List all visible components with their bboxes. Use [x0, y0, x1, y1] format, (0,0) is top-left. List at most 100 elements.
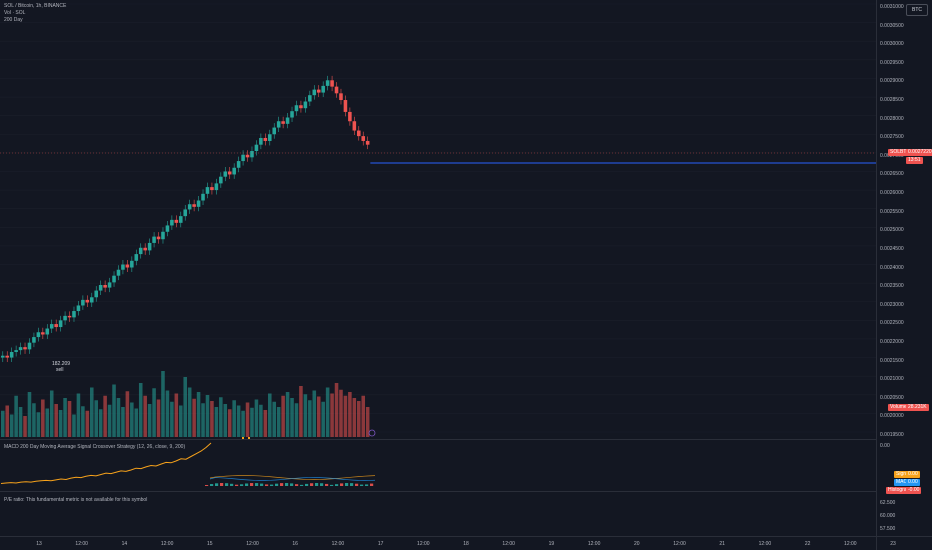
candle-body	[276, 121, 281, 128]
histogram-bar	[300, 484, 304, 486]
volume-bar	[334, 383, 339, 437]
candle-body	[116, 269, 121, 276]
histogram-bar	[340, 483, 344, 486]
price-axis-label: 0.0031000	[880, 4, 904, 10]
candle-body	[245, 154, 250, 158]
volume-bar	[294, 403, 299, 437]
volume-bar	[361, 395, 366, 437]
volume-bar	[81, 406, 85, 437]
time-axis-label: 14	[121, 541, 128, 547]
macd-panel-divider[interactable]	[0, 439, 876, 440]
signal-tag-value: 0.00	[906, 471, 920, 478]
volume-bar	[214, 407, 219, 437]
volume-bar	[183, 377, 188, 437]
indicator-legend-volume[interactable]: Vol · SOL	[4, 10, 25, 16]
candle-body	[365, 140, 370, 145]
volume-bar	[201, 403, 205, 437]
histogram-bar	[290, 483, 294, 486]
indicator-legend-ma[interactable]: 200 Day	[4, 17, 23, 23]
histogram-bar	[360, 484, 364, 486]
time-axis-label: 12:00	[246, 541, 259, 547]
currency-button[interactable]: BTC	[906, 4, 928, 16]
volume-bar	[250, 407, 254, 437]
pe-panel-divider[interactable]	[0, 491, 876, 492]
volume-bar	[138, 383, 143, 437]
histogram-bar	[260, 483, 264, 486]
time-axis-label: 23	[890, 541, 896, 547]
candle-body	[316, 89, 321, 93]
price-axis-label: 0.0023500	[880, 283, 904, 290]
time-axis-label: 12:00	[758, 541, 772, 547]
candle-body	[174, 219, 179, 223]
volume-bar	[23, 416, 27, 437]
candle-body	[334, 86, 339, 94]
pe-legend[interactable]: P/E ratio: This fundamental metric is no…	[4, 497, 147, 503]
price-axis-label: 0.0026500	[880, 171, 904, 178]
volume-bar	[9, 414, 14, 437]
candle-body	[223, 171, 228, 177]
candle-body	[63, 315, 67, 321]
histogram-bar	[250, 483, 254, 486]
price-axis-label: 0.0024000	[880, 264, 904, 271]
candle-body	[152, 236, 156, 243]
candle-body	[352, 121, 357, 131]
indicator-ma-label[interactable]: 200 Day	[4, 17, 23, 23]
pe-message[interactable]: P/E ratio: This fundamental metric is no…	[4, 497, 148, 503]
volume-bar	[339, 389, 343, 437]
histogram-bar	[350, 483, 354, 486]
candle-body	[219, 176, 223, 184]
volume-bar	[143, 395, 147, 437]
symbol-legend[interactable]: SOL / Bitcoin, 1h, BINANCE	[4, 3, 66, 9]
histogram-bar	[295, 484, 299, 486]
volume-bar	[325, 387, 330, 437]
price-axis-label: 0.0022500	[880, 320, 904, 327]
price-axis-label: 0.0022000	[880, 338, 904, 345]
price-axis-label: 0.0028000	[880, 115, 904, 122]
price-axis-label: 0.0029500	[880, 59, 904, 66]
candle-body	[41, 332, 45, 335]
volume-bar	[227, 409, 232, 437]
macd-legend[interactable]: MACD 200 Day Moving Average Signal Cross…	[4, 444, 185, 450]
histogram-bar	[335, 484, 339, 486]
candle-body	[241, 154, 245, 162]
volume-tag-label-text: Volume	[890, 404, 907, 410]
volume-bar	[312, 390, 317, 437]
price-axis-label: 0.0028500	[880, 97, 904, 104]
volume-bar	[170, 401, 174, 437]
volume-bar	[27, 392, 32, 437]
pe-axis-1: 62.500	[880, 500, 896, 506]
candle-body	[98, 284, 103, 291]
candle-body	[90, 297, 94, 303]
price-axis-label: 0.0020000	[880, 413, 904, 420]
candle-body	[130, 260, 134, 268]
candle-body	[272, 127, 277, 135]
price-axis-label: 0.0025500	[880, 208, 904, 215]
candle-body	[58, 320, 63, 328]
candle-body	[179, 216, 183, 223]
indicator-volume-label[interactable]: Vol · SOL	[4, 10, 26, 16]
candle-body	[268, 134, 272, 141]
time-axis-label: 12:00	[75, 541, 88, 547]
macd-title[interactable]: MACD 200 Day Moving Average Signal Cross…	[4, 444, 186, 450]
candle-body	[76, 305, 81, 312]
candle-body	[259, 137, 263, 145]
histogram-bar	[225, 483, 229, 486]
histogram-bar	[365, 484, 369, 486]
volume-bar	[152, 388, 156, 437]
histogram-bar	[315, 483, 319, 486]
histogram-bar	[245, 483, 249, 486]
macd-axis-top: 0.00	[880, 443, 890, 449]
candle-body	[192, 204, 196, 207]
candle-body	[210, 187, 214, 191]
candle-body	[81, 299, 85, 306]
volume-bar	[330, 393, 334, 437]
volume-bar	[72, 414, 76, 437]
candle-body	[5, 355, 10, 358]
time-axis-label: 16	[292, 541, 298, 547]
symbol-title[interactable]: SOL / Bitcoin, 1h, BINANCE	[4, 3, 67, 9]
candle-body	[183, 209, 188, 217]
time-axis-label: 12:00	[417, 541, 430, 547]
volume-bar	[49, 390, 54, 437]
candle-body	[138, 247, 143, 255]
